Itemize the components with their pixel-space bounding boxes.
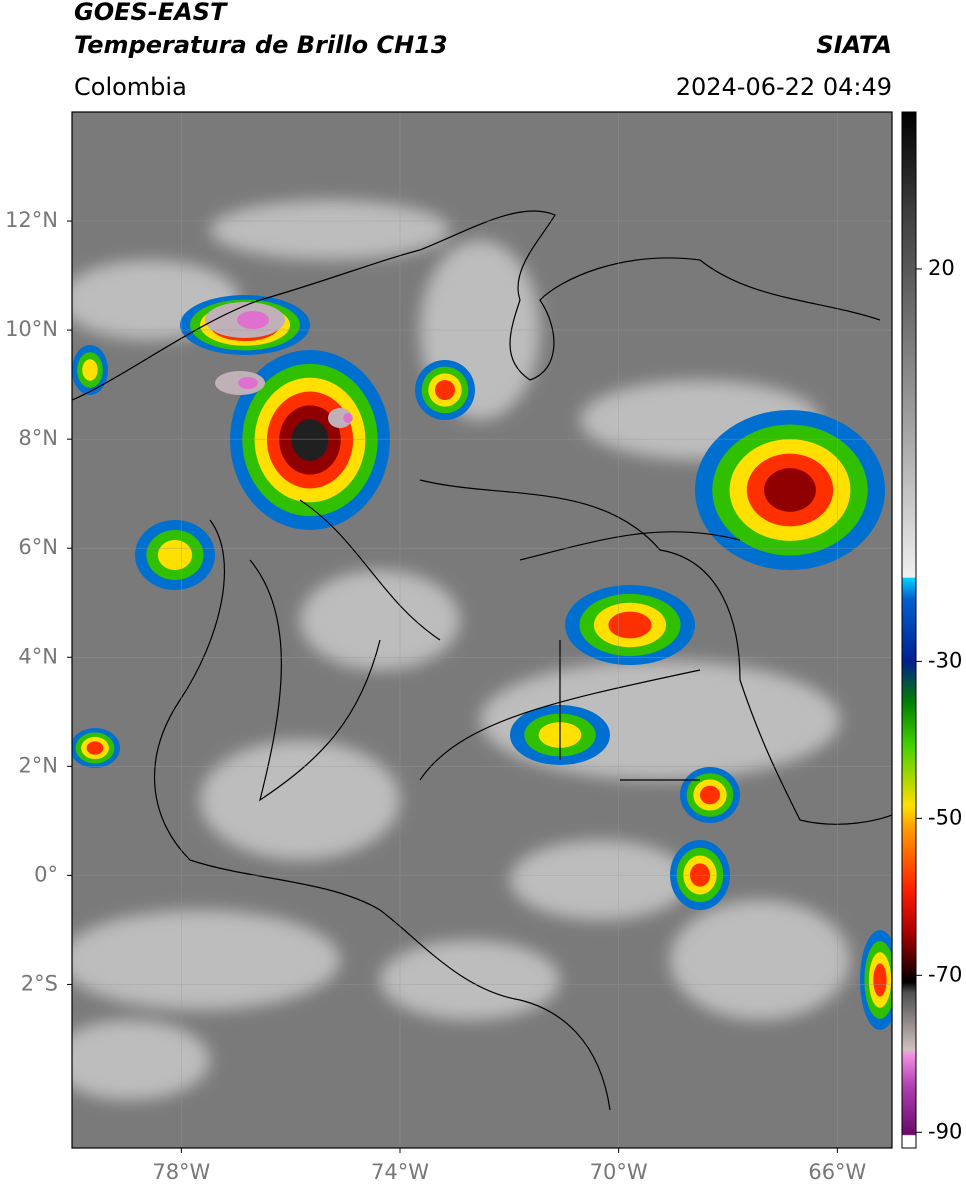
cloud xyxy=(200,740,400,860)
y-tick-label: 12°N xyxy=(5,208,58,232)
y-tick-label: 6°N xyxy=(18,535,58,559)
storm-core xyxy=(328,408,352,428)
cloud xyxy=(72,910,340,1010)
storm-core xyxy=(238,377,258,389)
region: Colombia xyxy=(74,73,187,101)
cloud xyxy=(380,940,560,1020)
borders xyxy=(72,210,892,1111)
colorbar-tick-label: -90 xyxy=(928,1119,962,1143)
y-tick-label: 10°N xyxy=(5,317,58,341)
datetime: 2024-06-22 04:49 xyxy=(676,73,892,101)
map-image xyxy=(72,112,892,1148)
y-tick-label: 2°S xyxy=(21,971,58,995)
y-tick-label: 4°N xyxy=(18,644,58,668)
colorbar-tick-label: 20 xyxy=(928,256,955,280)
source: SIATA xyxy=(816,31,892,59)
product: Temperatura de Brillo CH13 xyxy=(74,31,448,59)
storm-cell xyxy=(82,359,98,381)
grid xyxy=(67,112,892,1153)
cloud xyxy=(510,840,690,920)
storm-cell xyxy=(764,468,816,512)
cloud xyxy=(210,200,450,260)
x-tick-label: 66°W xyxy=(808,1160,866,1184)
storm-core xyxy=(343,413,353,423)
colorbar xyxy=(901,111,917,1149)
colorbar-tick-label: -50 xyxy=(928,805,962,829)
y-tick-label: 8°N xyxy=(18,426,58,450)
storm-cell xyxy=(86,741,104,755)
satellite: GOES-EAST xyxy=(74,0,228,26)
storm-cell xyxy=(700,785,720,805)
storm-cell xyxy=(873,963,887,997)
colorbar-tick-label: -30 xyxy=(928,648,962,672)
y-tick-label: 2°N xyxy=(18,753,58,777)
storm-core xyxy=(237,311,269,329)
cloud xyxy=(72,1020,210,1100)
cloud xyxy=(300,570,460,670)
storm-cell xyxy=(608,611,652,639)
storm-cell xyxy=(690,863,710,887)
storm-cell xyxy=(291,419,329,461)
map-frame xyxy=(71,111,893,1149)
storm-cell xyxy=(435,380,455,400)
colorbar-tick-label: -70 xyxy=(928,962,962,986)
y-tick-label: 0° xyxy=(34,862,58,886)
x-tick-label: 78°W xyxy=(152,1160,210,1184)
clouds xyxy=(72,200,850,1100)
storm-cell xyxy=(157,540,193,570)
cloud xyxy=(670,900,850,1020)
x-tick-label: 70°W xyxy=(590,1160,648,1184)
x-tick-label: 74°W xyxy=(371,1160,429,1184)
